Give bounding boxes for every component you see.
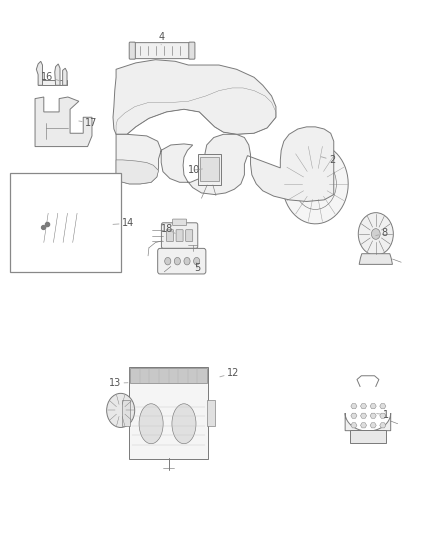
Polygon shape: [380, 413, 386, 418]
Text: 5: 5: [194, 262, 200, 273]
Text: 1: 1: [377, 410, 389, 419]
Bar: [350, 430, 386, 443]
Bar: [122, 400, 131, 426]
Text: 13: 13: [109, 378, 128, 388]
FancyBboxPatch shape: [200, 157, 219, 181]
Bar: [131, 368, 207, 383]
Polygon shape: [380, 403, 386, 409]
Bar: [10, 173, 121, 272]
FancyBboxPatch shape: [198, 154, 221, 185]
Polygon shape: [360, 403, 367, 409]
Polygon shape: [24, 212, 36, 240]
Text: 18: 18: [161, 224, 175, 233]
FancyBboxPatch shape: [132, 43, 192, 59]
Text: 10: 10: [188, 165, 202, 175]
Circle shape: [184, 257, 190, 265]
Circle shape: [165, 257, 171, 265]
Polygon shape: [351, 413, 357, 418]
Circle shape: [358, 213, 393, 255]
Polygon shape: [55, 64, 60, 85]
FancyBboxPatch shape: [189, 42, 195, 59]
Polygon shape: [380, 423, 386, 428]
Polygon shape: [370, 403, 376, 409]
Polygon shape: [360, 413, 367, 418]
Polygon shape: [116, 160, 159, 184]
Polygon shape: [36, 61, 42, 85]
Text: 8: 8: [376, 229, 388, 238]
FancyBboxPatch shape: [173, 219, 187, 225]
Ellipse shape: [139, 403, 163, 443]
FancyBboxPatch shape: [161, 223, 198, 248]
Polygon shape: [116, 127, 334, 201]
FancyBboxPatch shape: [130, 367, 208, 459]
FancyBboxPatch shape: [158, 248, 206, 274]
Polygon shape: [38, 80, 67, 85]
Polygon shape: [63, 68, 67, 85]
Ellipse shape: [172, 403, 196, 443]
Polygon shape: [370, 423, 376, 428]
Polygon shape: [345, 413, 391, 431]
Circle shape: [174, 257, 180, 265]
Polygon shape: [351, 403, 357, 409]
Polygon shape: [359, 254, 392, 264]
Polygon shape: [351, 423, 357, 428]
Polygon shape: [36, 206, 94, 248]
Polygon shape: [113, 60, 276, 134]
FancyBboxPatch shape: [186, 230, 193, 241]
Circle shape: [371, 229, 380, 239]
Bar: [207, 400, 215, 426]
FancyBboxPatch shape: [129, 42, 135, 59]
Text: 12: 12: [220, 368, 239, 378]
Text: 16: 16: [41, 72, 60, 82]
Polygon shape: [360, 423, 367, 428]
Polygon shape: [370, 413, 376, 418]
FancyBboxPatch shape: [166, 230, 173, 241]
Text: 17: 17: [79, 118, 97, 128]
Text: 4: 4: [158, 32, 164, 45]
Circle shape: [194, 257, 200, 265]
Circle shape: [106, 393, 134, 427]
Text: 2: 2: [321, 155, 335, 165]
FancyBboxPatch shape: [176, 230, 183, 241]
Polygon shape: [35, 97, 92, 147]
Text: 14: 14: [113, 219, 134, 228]
Polygon shape: [283, 144, 348, 224]
